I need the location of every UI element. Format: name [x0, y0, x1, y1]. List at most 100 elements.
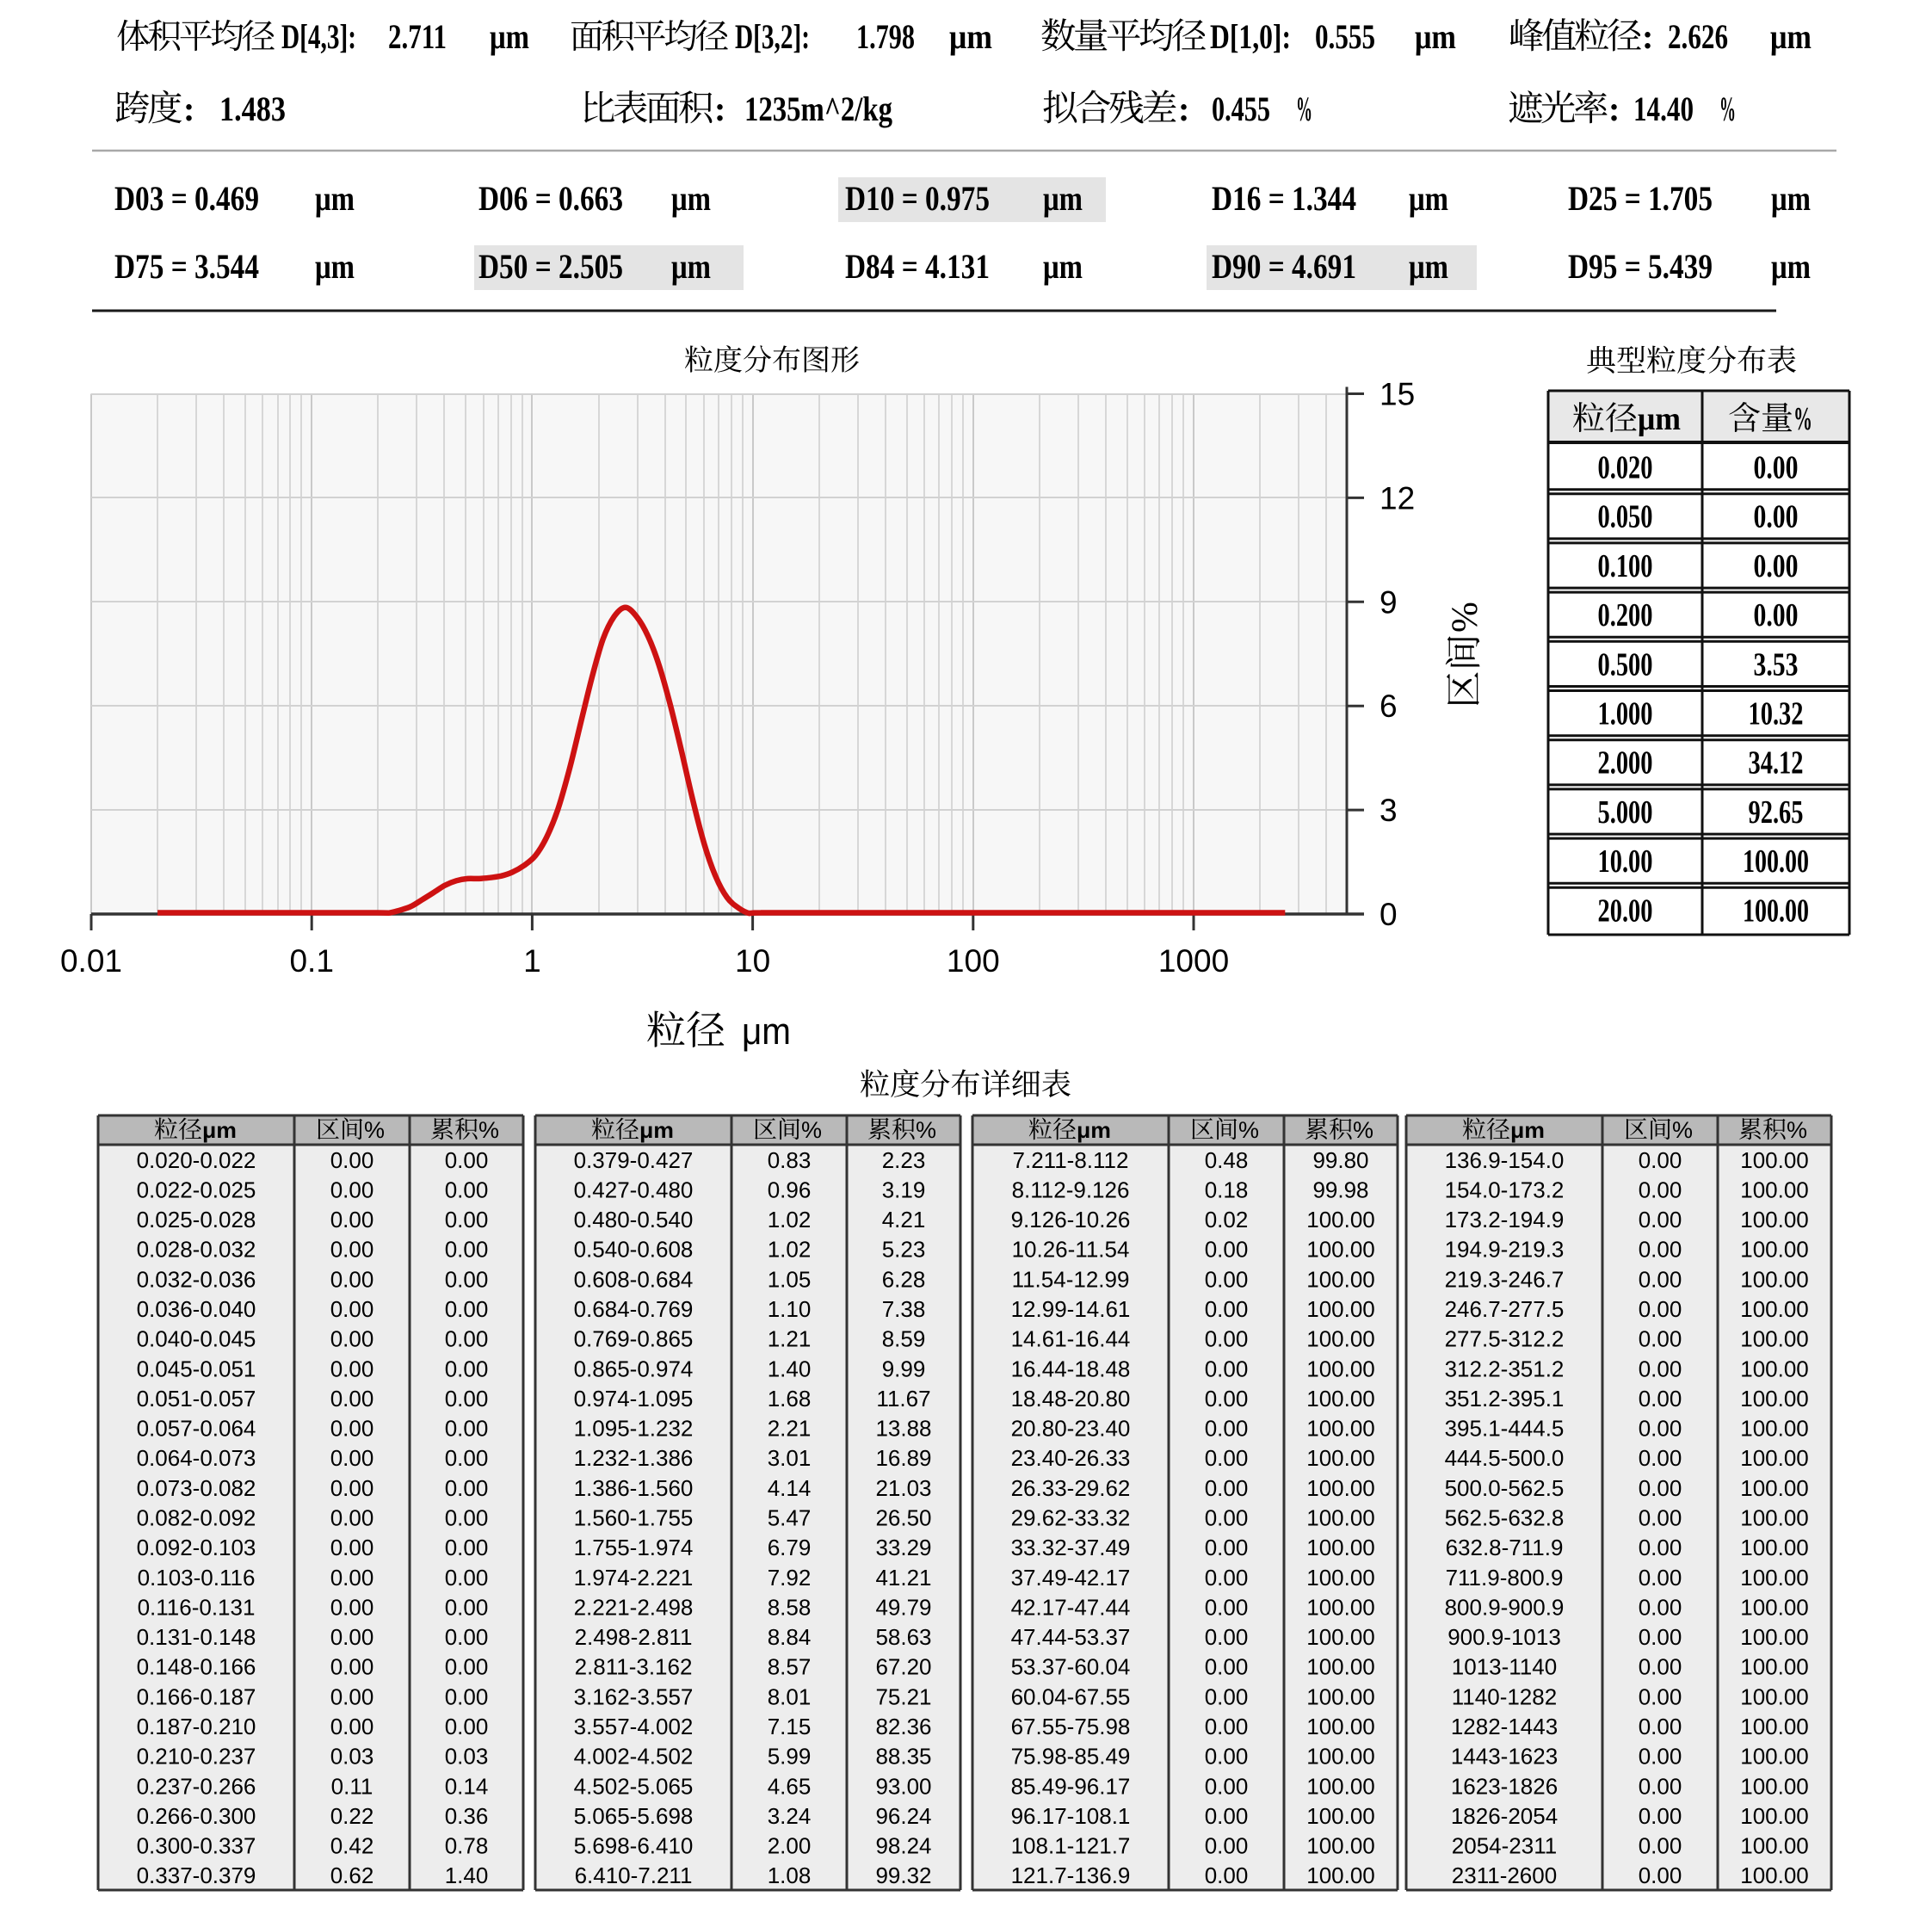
svg-text:0.050: 0.050	[1598, 499, 1653, 535]
svg-text:μm: μm	[1043, 179, 1083, 218]
svg-text:4.65: 4.65	[768, 1773, 812, 1799]
svg-text:34.12: 34.12	[1749, 745, 1804, 781]
svg-text:3.01: 3.01	[768, 1445, 812, 1471]
svg-text:0.064-0.073: 0.064-0.073	[137, 1445, 256, 1471]
svg-text:219.3-246.7: 219.3-246.7	[1445, 1266, 1565, 1292]
svg-text:1.386-1.560: 1.386-1.560	[574, 1475, 694, 1501]
svg-text:58.63: 58.63	[875, 1624, 931, 1650]
svg-text:1.974-2.221: 1.974-2.221	[574, 1565, 694, 1591]
svg-text:0.22: 0.22	[330, 1803, 374, 1829]
svg-text:0.210-0.237: 0.210-0.237	[137, 1744, 256, 1770]
svg-text:8.57: 8.57	[768, 1654, 812, 1680]
svg-text:%: %	[1238, 1117, 1259, 1143]
svg-text:75.98-85.49: 75.98-85.49	[1011, 1744, 1131, 1770]
svg-text:0.00: 0.00	[1205, 1416, 1249, 1442]
svg-text:1.21: 1.21	[768, 1326, 812, 1352]
svg-text:0.00: 0.00	[445, 1326, 489, 1352]
svg-text:3.53: 3.53	[1754, 646, 1799, 683]
svg-text:6: 6	[1380, 689, 1398, 724]
svg-text:μm: μm	[949, 17, 992, 56]
svg-text:0.00: 0.00	[1639, 1386, 1682, 1412]
svg-text:0.073-0.082: 0.073-0.082	[137, 1475, 256, 1501]
svg-text:D[1,0]:: D[1,0]:	[1210, 17, 1291, 56]
svg-text:1.40: 1.40	[445, 1862, 489, 1888]
svg-text:0: 0	[1380, 897, 1398, 932]
svg-text:3.24: 3.24	[768, 1803, 812, 1829]
svg-text:0.427-0.480: 0.427-0.480	[574, 1177, 694, 1203]
svg-text:0.00: 0.00	[1205, 1773, 1249, 1799]
svg-text:100.00: 100.00	[1743, 893, 1809, 929]
svg-text:0.00: 0.00	[445, 1445, 489, 1471]
svg-text:121.7-136.9: 121.7-136.9	[1011, 1862, 1131, 1888]
svg-text:μm: μm	[202, 1117, 237, 1143]
svg-text:5.99: 5.99	[768, 1744, 812, 1770]
svg-text:0.100: 0.100	[1598, 548, 1653, 584]
svg-text:0.116-0.131: 0.116-0.131	[138, 1594, 256, 1620]
svg-text:%: %	[1719, 90, 1736, 128]
svg-text:D[3,2]:: D[3,2]:	[735, 17, 810, 56]
svg-text:0.057-0.064: 0.057-0.064	[137, 1416, 256, 1442]
svg-text:D03 = 0.469: D03 = 0.469	[114, 179, 259, 218]
svg-text:0.00: 0.00	[445, 1714, 489, 1739]
svg-text:0.00: 0.00	[1639, 1683, 1682, 1709]
svg-text:0.00: 0.00	[1639, 1326, 1682, 1352]
svg-text:0.00: 0.00	[1205, 1862, 1249, 1888]
svg-text:395.1-444.5: 395.1-444.5	[1445, 1416, 1565, 1442]
svg-text:0.00: 0.00	[1205, 1654, 1249, 1680]
svg-text:100.00: 100.00	[1740, 1386, 1809, 1412]
svg-text:4.002-4.502: 4.002-4.502	[574, 1744, 694, 1770]
svg-text:4.502-5.065: 4.502-5.065	[574, 1773, 694, 1799]
svg-text:100.00: 100.00	[1740, 1475, 1809, 1501]
svg-text:100.00: 100.00	[1740, 1744, 1809, 1770]
svg-text:μm: μm	[315, 179, 355, 218]
svg-text:100.00: 100.00	[1306, 1445, 1375, 1471]
svg-text:1.232-1.386: 1.232-1.386	[574, 1445, 694, 1471]
svg-text:1013-1140: 1013-1140	[1452, 1654, 1557, 1680]
svg-text:0.379-0.427: 0.379-0.427	[574, 1147, 694, 1173]
svg-text:0.00: 0.00	[1754, 548, 1799, 584]
svg-text:0.00: 0.00	[330, 1177, 374, 1203]
svg-text:13.88: 13.88	[875, 1416, 931, 1442]
svg-text:0.00: 0.00	[1639, 1356, 1682, 1381]
svg-text:D25 = 1.705: D25 = 1.705	[1568, 179, 1713, 218]
svg-text:%: %	[1787, 1117, 1807, 1143]
svg-text:0.00: 0.00	[445, 1654, 489, 1680]
svg-text:%: %	[478, 1117, 499, 1143]
svg-text:1000: 1000	[1158, 943, 1229, 979]
svg-text:100.00: 100.00	[1306, 1862, 1375, 1888]
svg-text:0.00: 0.00	[445, 1147, 489, 1173]
svg-text:1.798: 1.798	[856, 17, 915, 56]
svg-text:0.00: 0.00	[445, 1535, 489, 1560]
svg-text::: :	[1642, 17, 1653, 56]
svg-text:%: %	[1793, 401, 1812, 437]
svg-text:μm: μm	[1771, 179, 1811, 218]
svg-text:0.00: 0.00	[1205, 1475, 1249, 1501]
svg-text:0.02: 0.02	[1205, 1207, 1249, 1232]
svg-text:1826-2054: 1826-2054	[1451, 1803, 1558, 1829]
svg-text:0.00: 0.00	[445, 1594, 489, 1620]
svg-text:0.00: 0.00	[330, 1714, 374, 1739]
svg-text:100.00: 100.00	[1306, 1833, 1375, 1859]
svg-text:9: 9	[1380, 584, 1398, 620]
svg-text:26.50: 26.50	[875, 1505, 931, 1531]
svg-text:0.00: 0.00	[330, 1326, 374, 1352]
svg-text:351.2-395.1: 351.2-395.1	[1445, 1386, 1565, 1412]
svg-text:100.00: 100.00	[1306, 1714, 1375, 1739]
svg-text:67.55-75.98: 67.55-75.98	[1011, 1714, 1131, 1739]
svg-text:7.38: 7.38	[882, 1296, 926, 1322]
svg-text:0.00: 0.00	[330, 1356, 374, 1381]
svg-text:μm: μm	[639, 1117, 674, 1143]
svg-text:100.00: 100.00	[1740, 1714, 1809, 1739]
svg-text:1.10: 1.10	[768, 1296, 812, 1322]
svg-text:100.00: 100.00	[1306, 1744, 1375, 1770]
svg-text:100.00: 100.00	[1740, 1862, 1809, 1888]
svg-text:0.00: 0.00	[445, 1505, 489, 1531]
svg-text:100.00: 100.00	[1740, 1237, 1809, 1263]
svg-text:0.00: 0.00	[1205, 1386, 1249, 1412]
svg-text:0.00: 0.00	[445, 1296, 489, 1322]
svg-text:0.865-0.974: 0.865-0.974	[574, 1356, 694, 1381]
svg-text:0.00: 0.00	[1639, 1237, 1682, 1263]
svg-text:1.095-1.232: 1.095-1.232	[574, 1416, 694, 1442]
svg-text:0.974-1.095: 0.974-1.095	[574, 1386, 694, 1412]
svg-text:0.337-0.379: 0.337-0.379	[137, 1862, 256, 1888]
